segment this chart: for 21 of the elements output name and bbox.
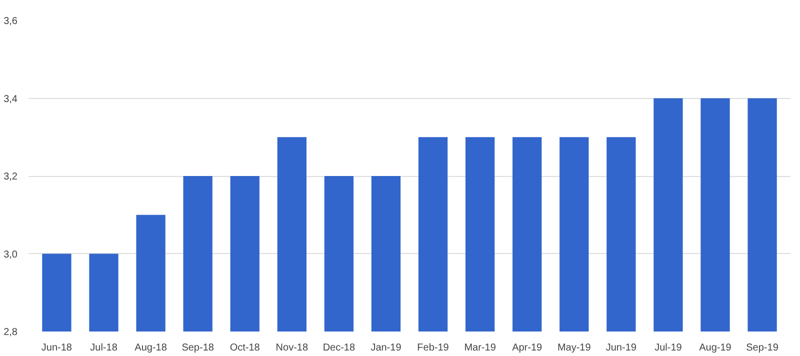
x-tick-label: Dec-18 (322, 342, 356, 354)
x-tick-label: Jun-18 (41, 342, 72, 354)
y-tick-label: 2,8 (4, 327, 18, 338)
x-tick-label: Feb-19 (417, 342, 450, 354)
x-tick-label: May-19 (557, 342, 592, 354)
y-tick-label: 3,4 (4, 94, 18, 105)
x-tick-label: Apr-19 (512, 342, 543, 354)
x-tick-label: Aug-19 (699, 342, 732, 354)
x-tick-label: Jun-19 (606, 342, 637, 354)
x-tick-label: Aug-18 (134, 342, 168, 354)
x-tick-label: Jul-19 (654, 342, 682, 354)
x-tick-label: Mar-19 (464, 342, 496, 354)
x-tick-label: Jul-18 (90, 342, 118, 354)
y-tick-label: 3,6 (4, 16, 18, 27)
x-tick-label: Sep-19 (746, 342, 779, 354)
x-tick-label: Jan-19 (370, 342, 402, 354)
x-tick-label: Sep-18 (182, 342, 214, 354)
x-tick-label: Oct-18 (230, 342, 260, 354)
y-tick-label: 3,0 (4, 249, 18, 260)
y-tick-label: 3,2 (4, 172, 18, 182)
x-tick-label: Nov-18 (276, 342, 308, 354)
